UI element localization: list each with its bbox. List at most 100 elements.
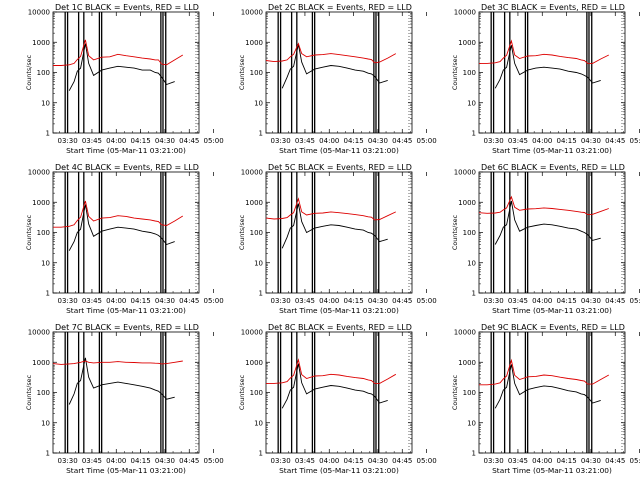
x-axis-label: Start Time (05-Mar-11 03:21:00) xyxy=(66,146,186,155)
x-tick-label: 04:15 xyxy=(344,137,364,145)
x-axis-label: Start Time (05-Mar-11 03:21:00) xyxy=(279,306,399,315)
x-tick-label: 03:30 xyxy=(484,137,504,145)
x-tick-label: 04:30 xyxy=(155,457,175,465)
y-tick-label: 1000 xyxy=(245,199,263,207)
x-tick-label: 05:00 xyxy=(630,137,640,145)
axes-frame xyxy=(265,331,413,454)
y-tick-label: 100 xyxy=(463,389,476,397)
y-tick-label: 10 xyxy=(254,259,263,267)
y-axis-label: Counts/sec xyxy=(25,214,33,250)
x-axis-label: Start Time (05-Mar-11 03:21:00) xyxy=(279,466,399,475)
x-axis-label: Start Time (05-Mar-11 03:21:00) xyxy=(492,466,612,475)
y-tick-label: 100 xyxy=(37,229,50,237)
events-series-line xyxy=(494,364,601,409)
y-tick-label: 10000 xyxy=(241,9,263,17)
y-axis-label: Counts/sec xyxy=(238,214,246,250)
x-tick-label: 04:15 xyxy=(131,137,151,145)
x-tick-label: 03:30 xyxy=(484,457,504,465)
x-tick-label: 04:00 xyxy=(106,137,126,145)
x-tick-label: 03:45 xyxy=(295,457,315,465)
y-tick-label: 1 xyxy=(472,450,476,458)
y-tick-label: 1 xyxy=(472,290,476,298)
axes-frame xyxy=(265,11,413,134)
x-tick-label: 04:15 xyxy=(344,297,364,305)
x-tick-label: 04:30 xyxy=(155,137,175,145)
lld-series-line xyxy=(265,42,397,64)
events-series-line xyxy=(68,43,175,91)
panel-title: Det 8C BLACK = Events, RED = LLD xyxy=(268,323,412,332)
panel-9: 1 10 100 1000 10000 03:30 03:45 04:00 04:15 04:30… xyxy=(451,323,640,475)
lld-series-line xyxy=(266,358,397,384)
x-tick-label: 04:45 xyxy=(605,297,625,305)
panel-title: Det 1C BLACK = Events, RED = LLD xyxy=(55,3,199,12)
x-tick-label: 03:45 xyxy=(508,457,528,465)
lld-series-line xyxy=(52,360,183,365)
y-tick-label: 100 xyxy=(463,69,476,77)
x-tick-label: 04:15 xyxy=(557,457,577,465)
x-axis-label: Start Time (05-Mar-11 03:21:00) xyxy=(492,146,612,155)
x-tick-label: 04:30 xyxy=(581,297,601,305)
events-series-line xyxy=(281,203,388,249)
lld-series-line xyxy=(53,39,184,66)
x-tick-label: 03:30 xyxy=(271,137,291,145)
events-series-line xyxy=(494,200,601,245)
x-tick-label: 04:45 xyxy=(179,297,199,305)
lld-series-line xyxy=(479,358,610,386)
y-axis-label: Counts/sec xyxy=(25,374,33,410)
y-tick-label: 10000 xyxy=(241,169,263,177)
y-tick-label: 1000 xyxy=(32,199,50,207)
x-tick-label: 03:45 xyxy=(295,297,315,305)
x-tick-label: 03:45 xyxy=(82,457,102,465)
x-tick-label: 03:45 xyxy=(508,137,528,145)
y-tick-label: 1000 xyxy=(458,39,476,47)
y-tick-label: 100 xyxy=(250,389,263,397)
y-tick-label: 10000 xyxy=(28,169,50,177)
y-tick-label: 10000 xyxy=(28,329,50,337)
panel-title: Det 7C BLACK = Events, RED = LLD xyxy=(55,323,199,332)
y-tick-label: 100 xyxy=(250,229,263,237)
x-tick-label: 04:45 xyxy=(605,137,625,145)
y-tick-label: 10 xyxy=(41,419,50,427)
y-tick-label: 10 xyxy=(41,259,50,267)
y-tick-label: 1000 xyxy=(458,199,476,207)
y-tick-label: 1 xyxy=(259,130,263,138)
x-tick-label: 04:45 xyxy=(392,297,412,305)
y-tick-label: 1 xyxy=(46,130,50,138)
x-tick-label: 03:45 xyxy=(295,137,315,145)
y-tick-label: 1000 xyxy=(32,359,50,367)
y-tick-label: 1000 xyxy=(458,359,476,367)
y-tick-label: 1 xyxy=(46,450,50,458)
x-tick-label: 04:30 xyxy=(368,137,388,145)
y-axis-label: Counts/sec xyxy=(451,214,459,250)
axes-frame xyxy=(478,11,626,134)
y-tick-label: 100 xyxy=(37,69,50,77)
lld-series-line xyxy=(479,39,609,64)
x-tick-label: 04:45 xyxy=(392,457,412,465)
panel-title: Det 4C BLACK = Events, RED = LLD xyxy=(55,163,199,172)
x-tick-label: 03:30 xyxy=(58,457,78,465)
panel-6: 1 10 100 1000 10000 03:30 03:45 04:00 04:15 04:30… xyxy=(451,163,640,315)
y-axis-label: Counts/sec xyxy=(451,54,459,90)
y-tick-label: 10000 xyxy=(28,9,50,17)
x-tick-label: 04:00 xyxy=(106,457,126,465)
x-tick-label: 03:30 xyxy=(484,297,504,305)
x-tick-label: 05:00 xyxy=(204,457,224,465)
x-tick-label: 04:00 xyxy=(532,297,552,305)
y-tick-label: 1 xyxy=(472,130,476,138)
x-tick-label: 03:45 xyxy=(508,297,528,305)
y-axis-label: Counts/sec xyxy=(238,374,246,410)
x-tick-label: 04:30 xyxy=(581,457,601,465)
panel-title: Det 9C BLACK = Events, RED = LLD xyxy=(481,323,625,332)
y-tick-label: 1 xyxy=(259,450,263,458)
y-tick-label: 10 xyxy=(254,99,263,107)
x-axis-label: Start Time (05-Mar-11 03:21:00) xyxy=(492,306,612,315)
events-series-line xyxy=(494,45,601,89)
panel-8: 1 10 100 1000 10000 03:30 03:45 04:00 04:15 04:30… xyxy=(238,323,437,475)
x-axis-label: Start Time (05-Mar-11 03:21:00) xyxy=(279,146,399,155)
panel-4: 1 10 100 1000 10000 03:30 03:45 04:00 04:15 04:30… xyxy=(25,163,224,315)
events-series-line xyxy=(68,357,175,405)
y-tick-label: 1000 xyxy=(32,39,50,47)
y-tick-label: 1 xyxy=(46,290,50,298)
x-tick-label: 03:45 xyxy=(82,297,102,305)
